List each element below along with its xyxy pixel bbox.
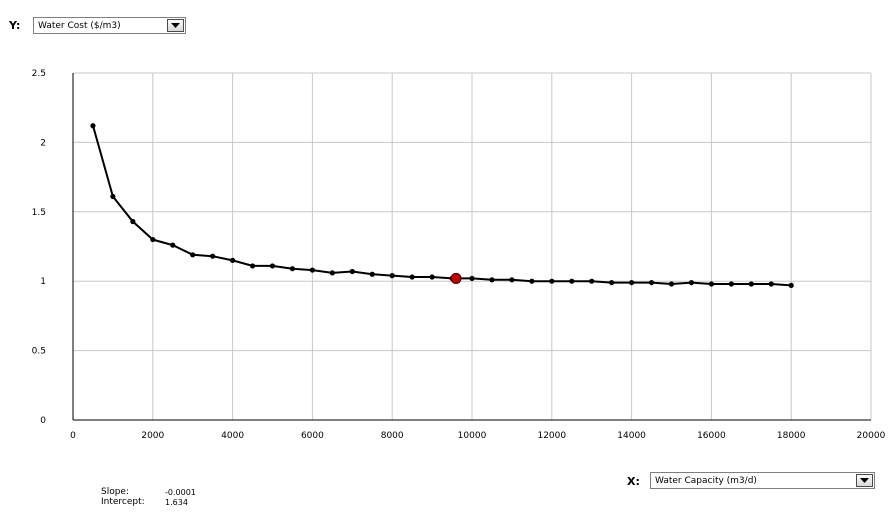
- data-point: [329, 270, 335, 276]
- data-point: [768, 281, 774, 287]
- x-tick-label: 0: [70, 431, 76, 441]
- data-point: [489, 277, 495, 283]
- data-point: [529, 278, 535, 284]
- data-point: [469, 275, 475, 282]
- chart-grid: [73, 72, 872, 420]
- data-point: [190, 252, 196, 258]
- data-point: [389, 273, 395, 279]
- data-point: [130, 218, 136, 225]
- data-point: [429, 274, 435, 280]
- chevron-down-icon: [171, 23, 180, 28]
- y-tick-label: 2.5: [32, 69, 46, 79]
- y-axis-dropdown-button[interactable]: [167, 19, 184, 32]
- data-point: [170, 242, 176, 248]
- highlighted-data-point: [450, 272, 462, 284]
- data-point: [648, 279, 655, 286]
- data-point: [409, 274, 415, 280]
- y-axis-dropdown-value: Water Cost ($/m3): [38, 21, 121, 31]
- data-point: [210, 253, 216, 259]
- x-tick-label: 16000: [697, 431, 726, 441]
- data-point: [569, 278, 575, 284]
- data-point: [509, 277, 515, 283]
- x-tick-label: 4000: [221, 431, 244, 441]
- data-point: [249, 263, 256, 269]
- data-point: [269, 263, 276, 269]
- data-point: [728, 281, 734, 287]
- data-point: [150, 236, 156, 243]
- x-tick-label: 6000: [301, 431, 324, 441]
- x-tick-label: 2000: [141, 431, 164, 441]
- data-point: [309, 267, 315, 273]
- x-axis-dropdown-button[interactable]: [856, 474, 873, 487]
- data-point: [349, 268, 355, 275]
- tick-labels: 0 2000 4000 6000 8000 10000 12000 14000 16000 180…: [32, 69, 886, 441]
- slope-value: -0.0001: [165, 488, 196, 497]
- data-point: [629, 279, 635, 286]
- x-axis-dropdown[interactable]: Water Capacity (m3/d): [650, 472, 875, 489]
- series-line-path: [92, 125, 792, 287]
- data-point: [708, 281, 715, 287]
- data-point: [230, 257, 236, 263]
- intercept-value: 1.634: [165, 498, 188, 507]
- intercept-label: Intercept:: [101, 497, 145, 507]
- x-axis-dropdown-value: Water Capacity (m3/d): [655, 476, 757, 486]
- x-tick-label: 20000: [857, 431, 886, 441]
- series-line: [92, 125, 792, 287]
- data-point: [788, 282, 794, 288]
- data-points: [90, 123, 794, 288]
- y-selector-key-label: Y:: [9, 19, 21, 32]
- data-point: [90, 123, 96, 129]
- y-tick-label: 1: [40, 277, 46, 287]
- data-point: [289, 266, 296, 272]
- chart-axes: [72, 72, 872, 421]
- y-tick-label: 1.5: [32, 208, 46, 218]
- x-tick-label: 10000: [458, 431, 487, 441]
- y-axis-dropdown[interactable]: Water Cost ($/m3): [33, 17, 186, 34]
- y-tick-label: 0: [40, 416, 46, 426]
- data-point: [589, 278, 595, 284]
- data-point: [369, 271, 375, 277]
- data-point: [609, 279, 615, 286]
- data-point: [688, 279, 695, 286]
- data-point: [549, 278, 555, 284]
- data-point: [110, 193, 116, 200]
- slope-label: Slope:: [101, 487, 130, 497]
- x-tick-label: 14000: [617, 431, 646, 441]
- y-tick-label: 2: [40, 138, 46, 148]
- data-point: [668, 281, 675, 287]
- chevron-down-icon: [860, 478, 869, 483]
- data-point: [748, 281, 754, 287]
- x-tick-label: 12000: [537, 431, 566, 441]
- x-selector-key-label: X:: [627, 475, 640, 488]
- y-tick-label: 0.5: [32, 347, 46, 357]
- x-tick-label: 18000: [777, 431, 806, 441]
- x-tick-label: 8000: [381, 431, 404, 441]
